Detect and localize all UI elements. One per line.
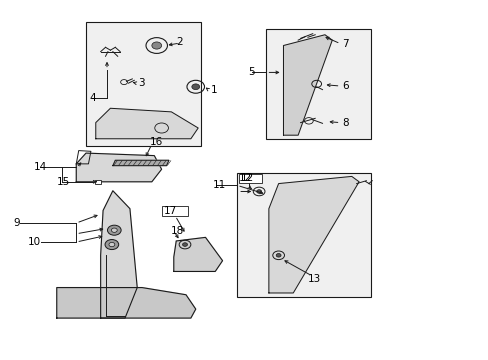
Polygon shape (76, 153, 161, 182)
Polygon shape (96, 108, 198, 139)
Polygon shape (268, 176, 358, 293)
Bar (238, 174, 262, 183)
Text: 11: 11 (212, 180, 225, 190)
Circle shape (107, 225, 121, 235)
Text: 16: 16 (149, 138, 163, 147)
Polygon shape (113, 160, 168, 166)
Text: 18: 18 (170, 226, 183, 236)
Text: 2: 2 (176, 37, 183, 47)
Text: 5: 5 (248, 67, 255, 77)
Bar (237, 173, 370, 297)
Text: 7: 7 (341, 39, 348, 49)
Text: 15: 15 (57, 177, 70, 187)
Text: 3: 3 (138, 78, 144, 88)
Text: 9: 9 (13, 218, 20, 228)
Polygon shape (173, 237, 222, 271)
Circle shape (152, 42, 161, 49)
Bar (86, 22, 200, 146)
Text: 12: 12 (240, 173, 253, 183)
Text: 4: 4 (89, 93, 96, 103)
Polygon shape (101, 191, 137, 318)
Text: 13: 13 (307, 274, 321, 284)
Text: 6: 6 (341, 81, 348, 91)
Circle shape (182, 243, 187, 246)
Circle shape (105, 239, 119, 249)
Text: 17: 17 (163, 206, 177, 216)
Bar (161, 206, 188, 216)
Polygon shape (57, 288, 195, 318)
Text: 14: 14 (34, 162, 47, 172)
Text: 12: 12 (238, 173, 251, 183)
Text: 8: 8 (341, 118, 348, 128)
Bar (95, 180, 101, 184)
Text: 10: 10 (27, 237, 41, 247)
Circle shape (256, 190, 261, 193)
Text: 1: 1 (210, 85, 217, 95)
Polygon shape (283, 35, 331, 135)
Circle shape (191, 84, 199, 90)
Circle shape (276, 253, 281, 257)
Bar (266, 30, 370, 139)
Circle shape (109, 242, 115, 247)
Circle shape (111, 228, 117, 232)
